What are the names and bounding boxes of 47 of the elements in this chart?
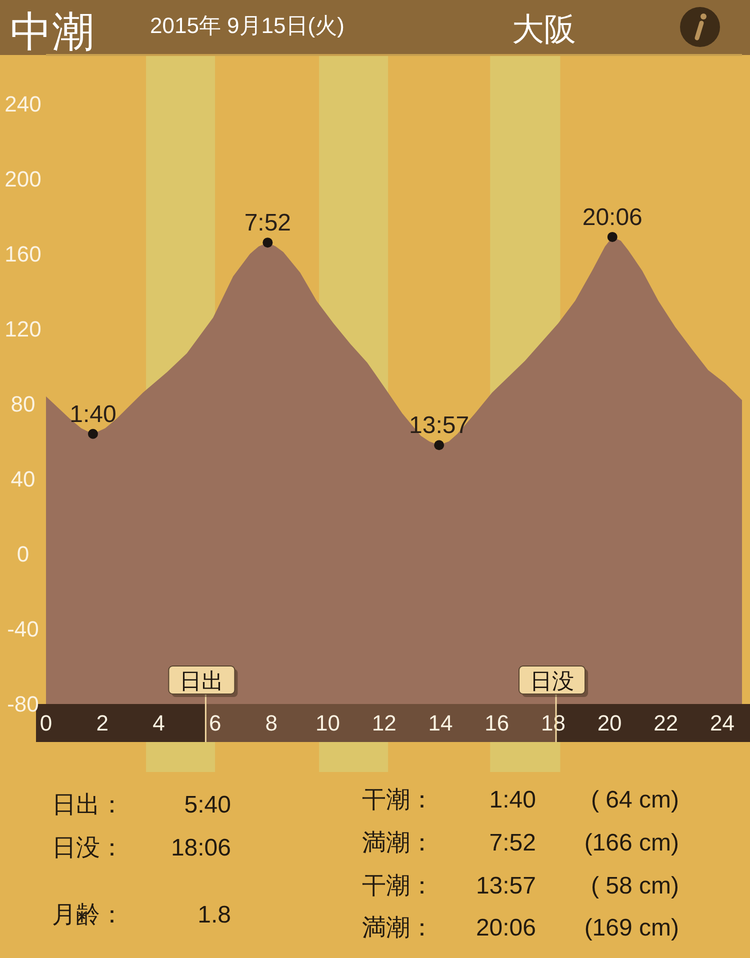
y-tick-label: 80 [10, 391, 36, 416]
text: 満潮： [362, 830, 434, 856]
x-tick-label: 24 [710, 710, 735, 736]
x-tick-label: 8 [265, 710, 278, 736]
text: 干潮： [362, 786, 434, 814]
x-tick-label: 2 [96, 710, 108, 736]
text: 1:40 [489, 786, 536, 814]
y-tick-label: 40 [10, 466, 36, 492]
y-tick-label: -40 [7, 616, 39, 642]
text: 日出： [52, 792, 124, 818]
text: 月齢： [52, 902, 124, 928]
text: ( 58 cm) [590, 872, 679, 900]
text: 18:06 [170, 834, 231, 862]
text: 日没： [52, 834, 124, 862]
text: 20:06 [476, 914, 536, 942]
text: 13:57 [476, 872, 536, 900]
x-tick-label: 6 [208, 710, 222, 736]
text: 7:52 [489, 830, 536, 856]
x-tick-label: 16 [484, 710, 510, 736]
text: 満潮： [362, 914, 434, 942]
text: 大阪 [512, 11, 576, 47]
x-tick-label: 14 [428, 710, 453, 736]
x-tick-label: 22 [654, 710, 678, 736]
y-tick-label: 160 [4, 241, 42, 266]
annotation: 13:57 [409, 412, 470, 440]
x-tick-label: 4 [152, 710, 165, 736]
x-tick-label: 12 [372, 710, 396, 736]
y-tick-label: 0 [16, 541, 30, 566]
x-tick-label: 20 [597, 710, 622, 736]
annotation: 20:06 [582, 204, 642, 231]
text: ( 64 cm) [590, 786, 679, 814]
chart-title: 中潮 [10, 8, 94, 55]
text: 1.8 [198, 902, 231, 928]
text: (166 cm) [584, 830, 679, 856]
text: 5:40 [184, 792, 231, 818]
ref-line-label: 日出 [180, 668, 224, 694]
text: (169 cm) [584, 914, 679, 942]
y-tick-label: 200 [4, 166, 42, 192]
y-tick-label: 120 [4, 316, 42, 342]
y-tick-label: -80 [7, 692, 39, 716]
annotation: 7:52 [244, 210, 292, 237]
annotation: 1:40 [70, 400, 116, 428]
ref-line-label: 日没 [530, 668, 574, 694]
y-tick-label: 240 [4, 91, 42, 116]
text: 干潮： [362, 872, 434, 900]
x-tick-label: 10 [316, 710, 340, 736]
chart-subtitle: 2015年 9月15日(火) [150, 13, 344, 38]
